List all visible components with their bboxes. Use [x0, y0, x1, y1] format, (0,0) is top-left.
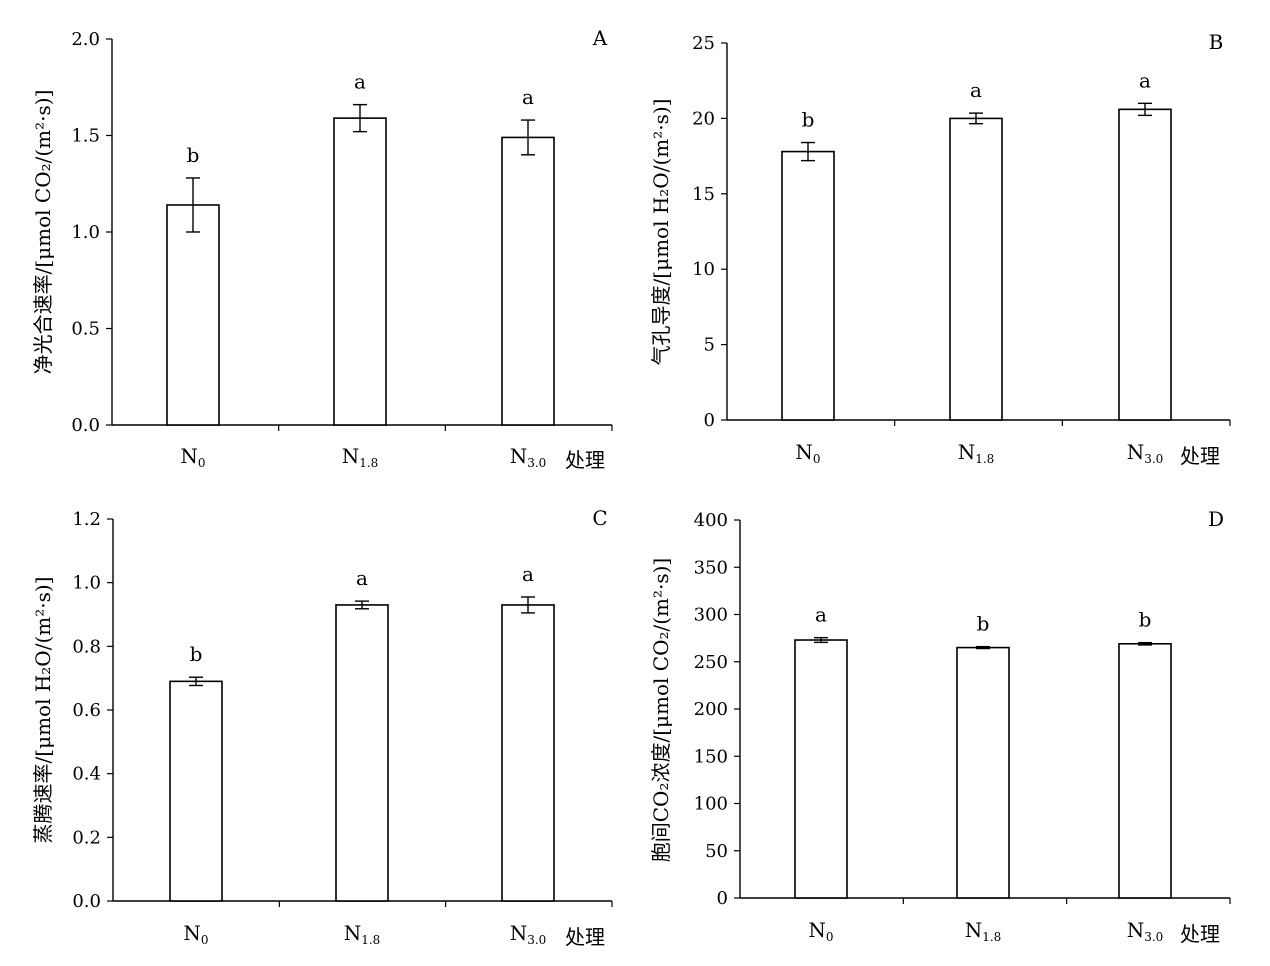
y-tick-label: 0 [704, 410, 715, 431]
y-tick-label: 0.0 [72, 891, 101, 912]
x-tick-label: N0 [795, 440, 820, 466]
panel-letter: A [592, 26, 608, 50]
bar [333, 117, 387, 426]
y-axis-title: 净光合速率/[μmol CO₂/(m²·s)] [31, 90, 55, 375]
x-tick-label: N3.0 [1127, 918, 1164, 944]
y-tick-label: 250 [694, 652, 728, 673]
bar [956, 646, 1010, 899]
y-tick-label: 350 [694, 557, 728, 578]
significance-label: a [1139, 68, 1151, 92]
y-axis-title: 胞间CO₂浓度/[μmol CO₂/(m²·s)] [649, 558, 673, 862]
significance-label: a [356, 566, 368, 590]
x-tick-label: N1.8 [958, 440, 995, 466]
y-tick-label: 0.5 [71, 319, 100, 340]
panel-letter: B [1209, 30, 1224, 54]
y-tick-label: 0 [717, 888, 728, 909]
bar [781, 150, 835, 421]
significance-label: a [815, 603, 827, 627]
bar [501, 604, 555, 902]
y-tick-label: 1.5 [71, 126, 100, 147]
y-tick-label: 0.0 [71, 415, 100, 436]
y-tick-label: 0.6 [72, 700, 101, 721]
bar [335, 604, 389, 902]
x-tick-label: N1.8 [965, 918, 1002, 944]
x-tick-label: N1.8 [344, 921, 381, 947]
x-tick-label: N3.0 [510, 444, 547, 470]
panel-d: 0 50 100 150 200 250 300 350 400 a N0 b N1.8 b N3.0 处理 D… [649, 507, 1231, 946]
y-tick-label: 1.0 [72, 573, 101, 594]
bar [1118, 108, 1172, 421]
y-tick-label: 25 [692, 33, 715, 54]
panel-letter: C [592, 506, 607, 530]
y-tick-label: 150 [694, 746, 728, 767]
bar [949, 117, 1003, 421]
y-tick-label: 5 [704, 335, 715, 356]
y-tick-label: 100 [694, 794, 728, 815]
y-tick-label: 0.4 [72, 764, 101, 785]
x-tick-label: N0 [180, 444, 205, 470]
y-tick-label: 2.0 [71, 29, 100, 50]
x-axis-title: 处理 [1180, 444, 1220, 468]
significance-label: b [802, 108, 815, 132]
y-tick-label: 300 [694, 605, 728, 626]
x-tick-label: N1.8 [342, 444, 379, 470]
panel-letter: D [1208, 507, 1224, 531]
x-tick-label: N3.0 [510, 921, 547, 947]
panel-a: 0.0 0.5 1.0 1.5 2.0 b N0 a N1.8 a N3.0 处理 A 净光合速率/[μm… [31, 26, 613, 472]
x-axis-title: 处理 [565, 925, 605, 949]
significance-label: a [970, 78, 982, 102]
y-tick-label: 20 [692, 108, 715, 129]
x-tick-label: N0 [808, 918, 833, 944]
y-axis-title: 气孔导度/[μmol H₂O/(m²·s)] [649, 99, 673, 366]
y-tick-label: 15 [692, 184, 715, 205]
significance-label: b [977, 612, 990, 636]
x-tick-label: N3.0 [1127, 440, 1164, 466]
significance-label: a [522, 85, 534, 109]
panel-b: 0 5 10 15 20 25 b N0 a N1.8 a N3.0 处理 B 气孔导度/[μmol H₂O… [649, 30, 1231, 468]
y-tick-label: 10 [692, 259, 715, 280]
bar [169, 680, 223, 902]
bar [794, 639, 848, 899]
bar [1118, 642, 1172, 899]
y-tick-label: 200 [694, 699, 728, 720]
x-axis-title: 处理 [1180, 922, 1220, 946]
x-axis-title: 处理 [565, 448, 605, 472]
significance-label: a [522, 562, 534, 586]
y-tick-label: 400 [694, 510, 728, 531]
y-tick-label: 1.2 [72, 509, 101, 530]
significance-label: a [354, 70, 366, 94]
significance-label: b [1139, 608, 1152, 632]
y-tick-label: 0.8 [72, 636, 101, 657]
bar [501, 136, 555, 426]
significance-label: b [190, 642, 203, 666]
y-tick-label: 0.2 [72, 827, 101, 848]
y-tick-label: 50 [705, 841, 728, 862]
x-tick-label: N0 [183, 921, 208, 947]
panel-c: 0.0 0.2 0.4 0.6 0.8 1.0 1.2 b N0 a N1.8 a N3.0 处理 C 蒸腾速… [31, 506, 613, 949]
bar [166, 204, 220, 426]
y-axis-title: 蒸腾速率/[μmol H₂O/(m²·s)] [31, 577, 55, 844]
y-tick-label: 1.0 [71, 222, 100, 243]
significance-label: b [187, 143, 200, 167]
